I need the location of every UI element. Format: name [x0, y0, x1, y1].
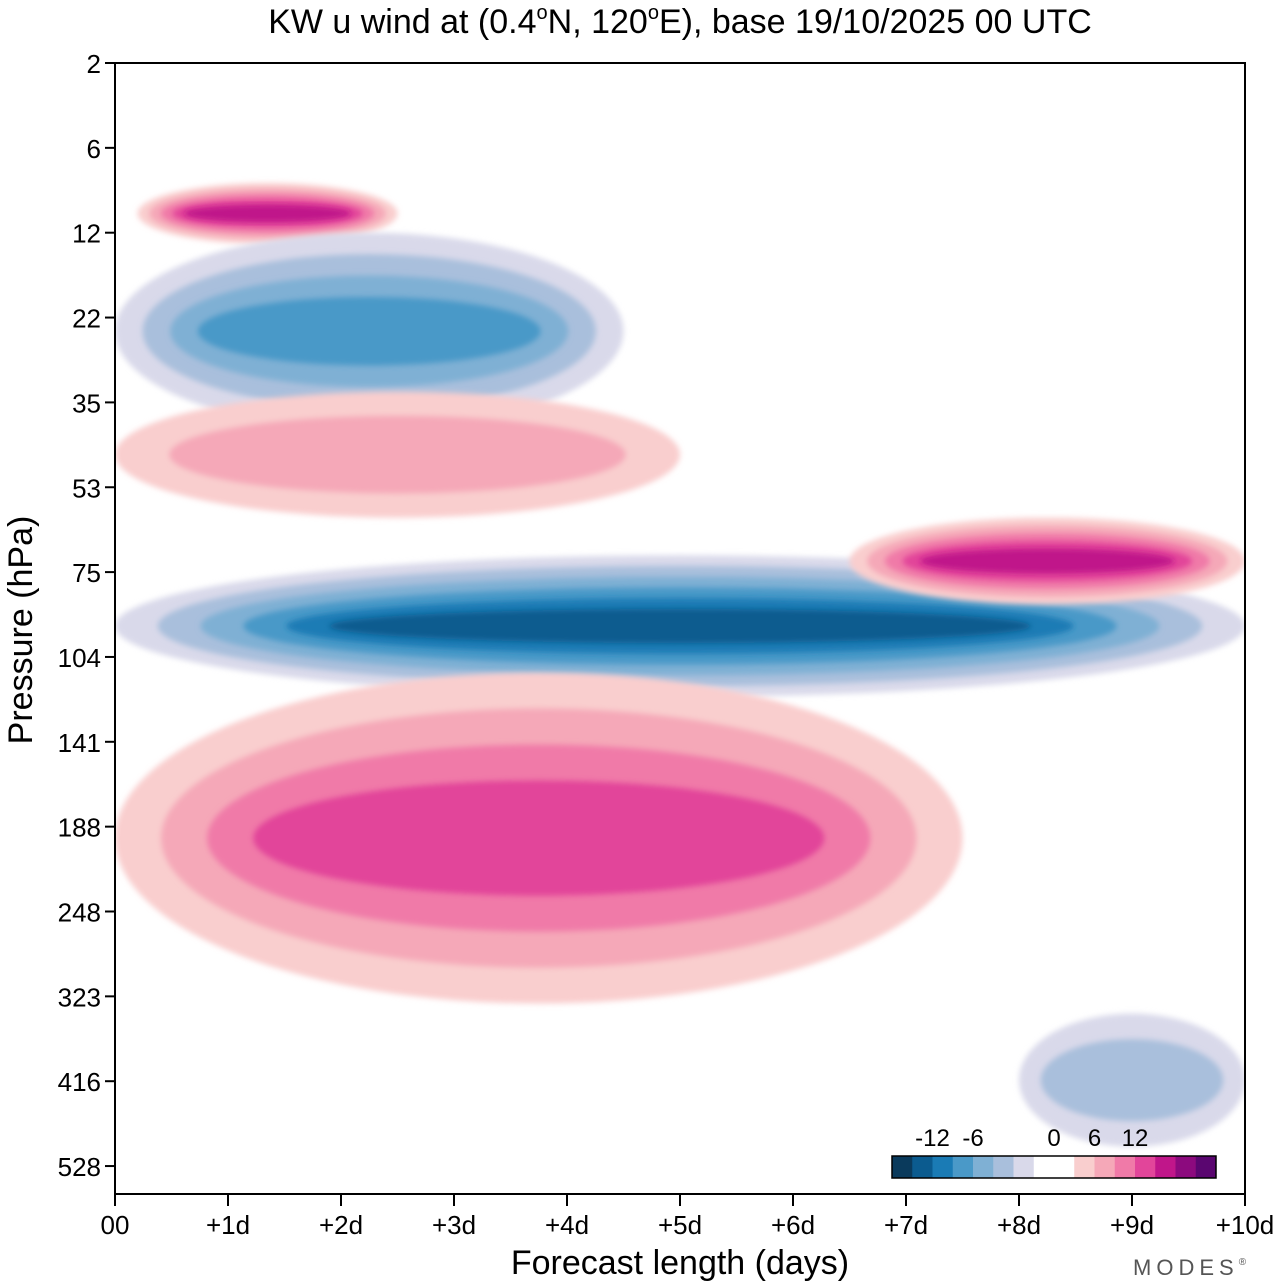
- y-tick-label: 416: [58, 1067, 101, 1097]
- title-prefix: KW u wind at (0.4: [268, 3, 536, 41]
- colorbar-label: 6: [1088, 1125, 1101, 1152]
- title-degree-mark-1: o: [537, 2, 548, 24]
- contour-region: [115, 672, 963, 1004]
- contour-level-fill: [197, 296, 541, 366]
- y-tick-label: 6: [87, 134, 101, 164]
- y-tick-label: 53: [72, 473, 101, 503]
- x-axis: 00 +1d +2d +3d +4d +5d +6d +7d +8d +9d +10d: [101, 1194, 1275, 1240]
- y-tick-label: 22: [72, 304, 101, 334]
- contour-field: [115, 183, 1245, 1147]
- y-tick-label: 188: [58, 813, 101, 843]
- contour-region: [1019, 1013, 1245, 1147]
- y-tick-label: 248: [58, 898, 101, 928]
- colorbar: -12 -6 0 6 12: [891, 1125, 1217, 1179]
- title-lon-suffix: E), base 19/10/2025 00 UTC: [659, 3, 1092, 41]
- x-tick-label: +10d: [1216, 1210, 1275, 1240]
- x-tick-label: 00: [101, 1210, 130, 1240]
- contour-region: [137, 183, 398, 244]
- contour-level-fill: [1040, 1039, 1224, 1122]
- x-tick-label: +8d: [997, 1210, 1041, 1240]
- colorbar-swatch: [1054, 1156, 1075, 1178]
- colorbar-swatch: [892, 1156, 913, 1178]
- colorbar-label: 0: [1047, 1125, 1060, 1152]
- contour-level-fill: [184, 204, 352, 223]
- colorbar-swatch: [1175, 1156, 1197, 1178]
- colorbar-swatch: [952, 1156, 974, 1178]
- y-tick-label: 141: [58, 728, 101, 758]
- x-tick-label: +4d: [545, 1210, 589, 1240]
- y-tick-label: 2: [87, 49, 101, 79]
- contour-region: [115, 391, 680, 518]
- y-tick-label: 528: [58, 1152, 101, 1182]
- colorbar-swatch: [1033, 1156, 1055, 1178]
- colorbar-swatch: [932, 1156, 954, 1178]
- colorbar-label: 12: [1122, 1125, 1149, 1152]
- x-tick-label: +1d: [206, 1210, 250, 1240]
- contour-level-fill: [329, 608, 1031, 644]
- contour-level-fill: [920, 548, 1175, 574]
- title-degree-mark-2: o: [648, 2, 659, 24]
- colorbar-swatch: [973, 1156, 994, 1178]
- colorbar-label: -12: [915, 1125, 950, 1152]
- colorbar-swatch: [1155, 1156, 1176, 1178]
- y-axis: 2 6 12 22 35 53 75 104 141 188 248 323 416 528: [58, 49, 115, 1182]
- colorbar-frame: [891, 1155, 1217, 1179]
- y-tick-label: 323: [58, 982, 101, 1012]
- y-tick-label: 35: [72, 388, 101, 418]
- x-tick-label: +5d: [658, 1210, 702, 1240]
- chart-title: KW u wind at (0.4oN, 120oE), base 19/10/…: [268, 2, 1092, 41]
- x-axis-label: Forecast length (days): [511, 1244, 849, 1282]
- contour-region: [849, 517, 1245, 605]
- title-lat-suffix: N, 120: [548, 3, 648, 41]
- x-tick-label: +9d: [1110, 1210, 1154, 1240]
- colorbar-swatch: [1074, 1156, 1095, 1178]
- colorbar-swatch: [1135, 1156, 1156, 1178]
- colorbar-swatch: [993, 1156, 1014, 1178]
- colorbar-swatch: [1114, 1156, 1136, 1178]
- contour-level-fill: [253, 780, 825, 896]
- colorbar-swatch: [912, 1156, 933, 1178]
- colorbar-label: -6: [962, 1125, 983, 1152]
- x-tick-label: +3d: [432, 1210, 476, 1240]
- y-tick-label: 75: [72, 558, 101, 588]
- logo-mark: ®: [1239, 1257, 1251, 1268]
- y-axis-label: Pressure (hPa): [2, 516, 40, 745]
- modes-logo: MODES®: [1133, 1255, 1251, 1280]
- colorbar-swatch: [1195, 1156, 1217, 1178]
- x-tick-label: +2d: [319, 1210, 363, 1240]
- y-tick-label: 12: [72, 219, 101, 249]
- contour-level-fill: [169, 415, 626, 494]
- x-tick-label: +7d: [884, 1210, 928, 1240]
- x-tick-label: +6d: [771, 1210, 815, 1240]
- logo-text: MODES: [1133, 1255, 1239, 1280]
- y-tick-label: 104: [58, 643, 101, 673]
- contour-region: [115, 232, 624, 430]
- colorbar-swatch: [1013, 1156, 1035, 1178]
- colorbar-swatch: [1094, 1156, 1116, 1178]
